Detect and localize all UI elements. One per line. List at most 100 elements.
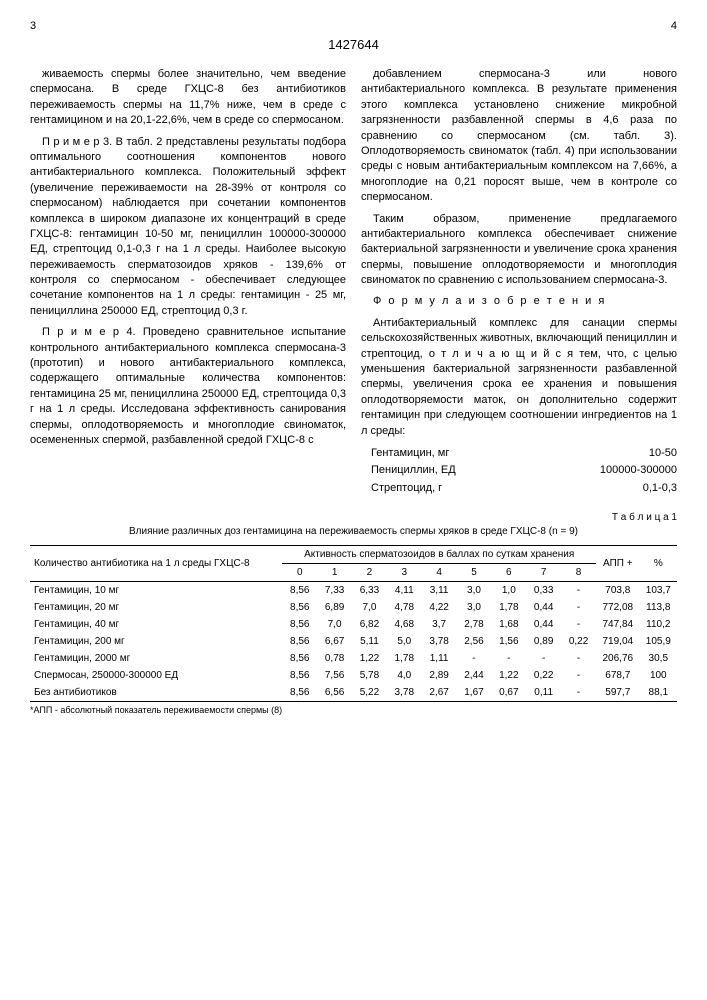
cell-value: 0,89 xyxy=(526,633,561,650)
th-day: 2 xyxy=(352,564,387,582)
cell-value: 0,44 xyxy=(526,599,561,616)
table-caption: Влияние различных доз гентамицина на пер… xyxy=(30,526,677,537)
cell-value: - xyxy=(561,684,596,702)
cell-value: 2,89 xyxy=(422,667,457,684)
row-name: Гентамицин, 2000 мг xyxy=(30,650,282,667)
document-number: 1427644 xyxy=(30,37,677,52)
cell-value: 3,0 xyxy=(457,582,492,600)
left-p2: П р и м е р 3. В табл. 2 представлены ре… xyxy=(30,135,346,320)
cell-value: 0,11 xyxy=(526,684,561,702)
cell-value: - xyxy=(561,582,596,600)
formula-title: Ф о р м у л а и з о б р е т е н и я xyxy=(361,294,677,309)
cell-value: 113,8 xyxy=(640,599,677,616)
cell-value: - xyxy=(526,650,561,667)
cell-value: 3,0 xyxy=(457,599,492,616)
cell-value: 5,11 xyxy=(352,633,387,650)
cell-value: 88,1 xyxy=(640,684,677,702)
cell-value: 2,44 xyxy=(457,667,492,684)
cell-value: 703,8 xyxy=(596,582,640,600)
cell-value: 1,56 xyxy=(491,633,526,650)
right-column: добавлением спермосана-3 или нового анти… xyxy=(361,67,677,497)
cell-value: 3,11 xyxy=(422,582,457,600)
cell-value: 6,56 xyxy=(317,684,352,702)
cell-value: 110,2 xyxy=(640,616,677,633)
cell-value: 0,22 xyxy=(526,667,561,684)
cell-value: - xyxy=(561,599,596,616)
th-day: 6 xyxy=(491,564,526,582)
cell-value: 30,5 xyxy=(640,650,677,667)
cell-value: 8,56 xyxy=(282,582,317,600)
cell-value: 1,11 xyxy=(422,650,457,667)
row-name: Гентамицин, 40 мг xyxy=(30,616,282,633)
cell-value: 747,84 xyxy=(596,616,640,633)
cell-value: 8,56 xyxy=(282,667,317,684)
row-name: Без антибиотиков xyxy=(30,684,282,702)
page-num-right: 4 xyxy=(671,20,677,32)
cell-value: 0,67 xyxy=(491,684,526,702)
th-day: 3 xyxy=(387,564,422,582)
cell-value: - xyxy=(561,616,596,633)
cell-value: 1,78 xyxy=(387,650,422,667)
cell-value: 1,22 xyxy=(491,667,526,684)
table-title: Т а б л и ц а 1 xyxy=(30,512,677,523)
cell-value: 5,22 xyxy=(352,684,387,702)
page-num-left: 3 xyxy=(30,20,36,32)
cell-value: 4,22 xyxy=(422,599,457,616)
th-day: 0 xyxy=(282,564,317,582)
cell-value: 1,78 xyxy=(491,599,526,616)
cell-value: 105,9 xyxy=(640,633,677,650)
cell-value: 6,82 xyxy=(352,616,387,633)
table-footnote: *АПП - абсолютный показатель переживаемо… xyxy=(30,705,677,715)
cell-value: - xyxy=(561,650,596,667)
cell-value: 772,08 xyxy=(596,599,640,616)
th-col1: Количество антибиотика на 1 л среды ГХЦС… xyxy=(30,546,282,582)
left-column: живаемость спермы более значительно, чем… xyxy=(30,67,346,497)
cell-value: 7,33 xyxy=(317,582,352,600)
cell-value: 4,0 xyxy=(387,667,422,684)
ingredient-name: Пенициллин, ЕД xyxy=(371,463,456,478)
cell-value: 103,7 xyxy=(640,582,677,600)
cell-value: 7,56 xyxy=(317,667,352,684)
th-day: 1 xyxy=(317,564,352,582)
cell-value: 7,0 xyxy=(352,599,387,616)
left-p1: живаемость спермы более значительно, чем… xyxy=(30,67,346,129)
ingredient-val: 10-50 xyxy=(649,446,677,461)
th-day: 4 xyxy=(422,564,457,582)
row-name: Гентамицин, 200 мг xyxy=(30,633,282,650)
cell-value: 6,89 xyxy=(317,599,352,616)
cell-value: 2,67 xyxy=(422,684,457,702)
row-name: Спермосан, 250000-300000 ЕД xyxy=(30,667,282,684)
ingredient-val: 0,1-0,3 xyxy=(643,481,677,496)
cell-value: 0,33 xyxy=(526,582,561,600)
ingredient-name: Гентамицин, мг xyxy=(371,446,449,461)
cell-value: 2,78 xyxy=(457,616,492,633)
row-name: Гентамицин, 10 мг xyxy=(30,582,282,600)
row-name: Гентамицин, 20 мг xyxy=(30,599,282,616)
th-day: 7 xyxy=(526,564,561,582)
cell-value: 3,78 xyxy=(387,684,422,702)
cell-value: 7,0 xyxy=(317,616,352,633)
cell-value: 8,56 xyxy=(282,599,317,616)
th-app: АПП + xyxy=(596,546,640,582)
right-p1: добавлением спермосана-3 или нового анти… xyxy=(361,67,677,206)
cell-value: 8,56 xyxy=(282,650,317,667)
cell-value: 6,67 xyxy=(317,633,352,650)
right-p3: Антибактериальный комплекс для санации с… xyxy=(361,316,677,439)
cell-value: 0,22 xyxy=(561,633,596,650)
cell-value: 1,22 xyxy=(352,650,387,667)
th-pct: % xyxy=(640,546,677,582)
cell-value: 3,7 xyxy=(422,616,457,633)
cell-value: - xyxy=(561,667,596,684)
th-span: Активность сперматозоидов в баллах по су… xyxy=(282,546,596,564)
cell-value: 4,11 xyxy=(387,582,422,600)
cell-value: 719,04 xyxy=(596,633,640,650)
cell-value: 100 xyxy=(640,667,677,684)
cell-value: 5,78 xyxy=(352,667,387,684)
cell-value: 1,67 xyxy=(457,684,492,702)
cell-value: - xyxy=(491,650,526,667)
cell-value: 1,0 xyxy=(491,582,526,600)
left-p3: П р и м е р 4. Проведено сравнительное и… xyxy=(30,325,346,448)
cell-value: 4,78 xyxy=(387,599,422,616)
cell-value: 6,33 xyxy=(352,582,387,600)
ingredients-list: Гентамицин, мг10-50 Пенициллин, ЕД100000… xyxy=(371,445,677,497)
